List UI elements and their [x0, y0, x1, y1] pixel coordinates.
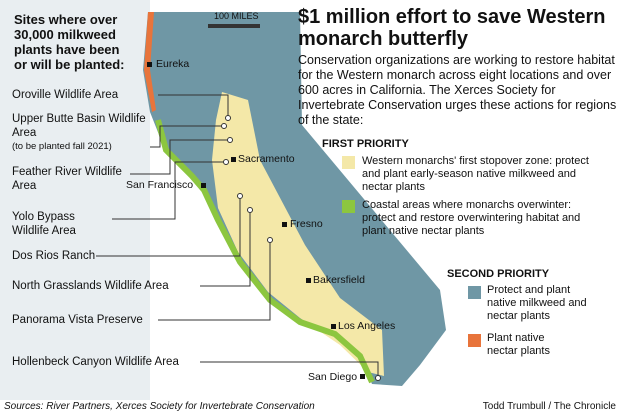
- site-label: Dos Rios Ranch: [12, 250, 96, 262]
- leader: [130, 139, 230, 175]
- leader: [200, 210, 251, 287]
- site-point: [267, 237, 273, 243]
- leader: [150, 125, 224, 148]
- city-label: San Francisco: [126, 179, 194, 191]
- legend-heading: SECOND PRIORITY: [447, 268, 550, 280]
- site-point: [225, 115, 231, 121]
- legend-item: Protect and plant native milkweed and ne…: [487, 284, 587, 322]
- city-label: Los Angeles: [338, 320, 396, 332]
- legend-swatch: [468, 286, 481, 299]
- leaders: [96, 94, 379, 378]
- site: Upper Butte Basin Wildlife Area (to be pl…: [12, 112, 152, 154]
- legend-swatch: [342, 156, 355, 169]
- city-label: Sacramento: [238, 153, 295, 165]
- city-label: Eureka: [156, 58, 190, 70]
- site-point: [221, 123, 227, 129]
- site-label: Panorama Vista Preserve: [12, 314, 143, 326]
- leader: [158, 240, 271, 321]
- city-point: [282, 222, 287, 227]
- ocean: [0, 0, 150, 400]
- intro: Conservation organizations are working t…: [298, 53, 617, 127]
- city-label: Fresno: [290, 218, 323, 230]
- leader: [112, 161, 226, 220]
- site-label: Upper Butte Basin Wildlife Area: [12, 113, 146, 139]
- leader: [200, 361, 379, 378]
- sites-heading: Sites where over 30,000 milkweed plants …: [14, 12, 125, 72]
- site-note: (to be planted fall 2021): [12, 141, 112, 152]
- site-label: Hollenbeck Canyon Wildlife Area: [12, 356, 179, 368]
- stopover-zone: [212, 92, 384, 376]
- site-label: North Grasslands Wildlife Area: [12, 280, 169, 292]
- title: $1 million effort to save Western monarc…: [298, 6, 606, 50]
- city-point: [231, 157, 236, 162]
- site-point: [223, 159, 229, 165]
- site-point: [375, 375, 381, 381]
- city-point: [306, 278, 311, 283]
- city-point: [360, 374, 365, 379]
- coastal-overwinter: [155, 119, 375, 384]
- credit: Todd Trumbull / The Chronicle: [482, 401, 616, 412]
- legend-item: Coastal areas where monarchs overwinter:…: [362, 199, 581, 237]
- city-label: San Diego: [308, 371, 358, 383]
- site-point: [247, 207, 253, 213]
- city-point: [331, 324, 336, 329]
- site-point: [237, 193, 243, 199]
- site-label: Feather River Wildlife Area: [12, 166, 122, 192]
- legend-heading: FIRST PRIORITY: [322, 138, 409, 150]
- scale-label: 100 MILES: [214, 11, 259, 21]
- scale-bar: [208, 24, 260, 28]
- site-point: [227, 137, 233, 143]
- leader: [158, 94, 229, 118]
- legend-item: Western monarchs' first stopover zone: p…: [362, 155, 589, 193]
- site-label: Yolo Bypass Wildlife Area: [12, 211, 76, 237]
- source: Sources: River Partners, Xerces Society …: [4, 401, 315, 412]
- city-point: [201, 183, 206, 188]
- legend-swatch: [342, 200, 355, 213]
- city-point: [147, 62, 152, 67]
- city-points: [147, 62, 365, 379]
- state-second-priority: [143, 12, 446, 386]
- leader: [96, 196, 241, 257]
- site-points: [221, 115, 381, 381]
- city-label: Bakersfield: [313, 274, 365, 286]
- site-label: Oroville Wildlife Area: [12, 89, 119, 101]
- legend-swatch: [468, 334, 481, 347]
- legend-item: Plant native nectar plants: [487, 332, 550, 357]
